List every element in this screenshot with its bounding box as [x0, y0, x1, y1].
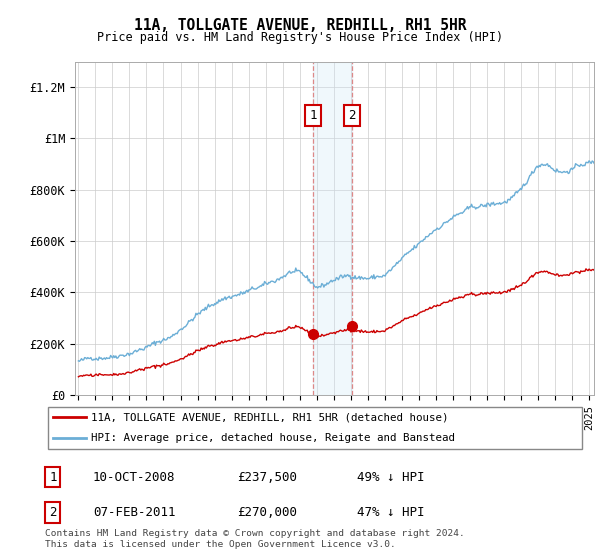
Text: HPI: Average price, detached house, Reigate and Banstead: HPI: Average price, detached house, Reig…	[91, 433, 455, 444]
Text: £270,000: £270,000	[237, 506, 297, 519]
Text: Contains HM Land Registry data © Crown copyright and database right 2024.
This d: Contains HM Land Registry data © Crown c…	[45, 529, 465, 549]
Text: £237,500: £237,500	[237, 470, 297, 484]
Text: 10-OCT-2008: 10-OCT-2008	[93, 470, 176, 484]
Text: 2: 2	[49, 506, 56, 519]
Text: 1: 1	[309, 109, 317, 122]
Text: 07-FEB-2011: 07-FEB-2011	[93, 506, 176, 519]
Text: 11A, TOLLGATE AVENUE, REDHILL, RH1 5HR: 11A, TOLLGATE AVENUE, REDHILL, RH1 5HR	[134, 18, 466, 33]
Text: Price paid vs. HM Land Registry's House Price Index (HPI): Price paid vs. HM Land Registry's House …	[97, 31, 503, 44]
Text: 1: 1	[49, 470, 56, 484]
Text: 49% ↓ HPI: 49% ↓ HPI	[357, 470, 425, 484]
Text: 2: 2	[349, 109, 356, 122]
FancyBboxPatch shape	[48, 407, 582, 449]
Text: 47% ↓ HPI: 47% ↓ HPI	[357, 506, 425, 519]
Text: 11A, TOLLGATE AVENUE, REDHILL, RH1 5HR (detached house): 11A, TOLLGATE AVENUE, REDHILL, RH1 5HR (…	[91, 412, 448, 422]
Bar	[313, 62, 352, 395]
